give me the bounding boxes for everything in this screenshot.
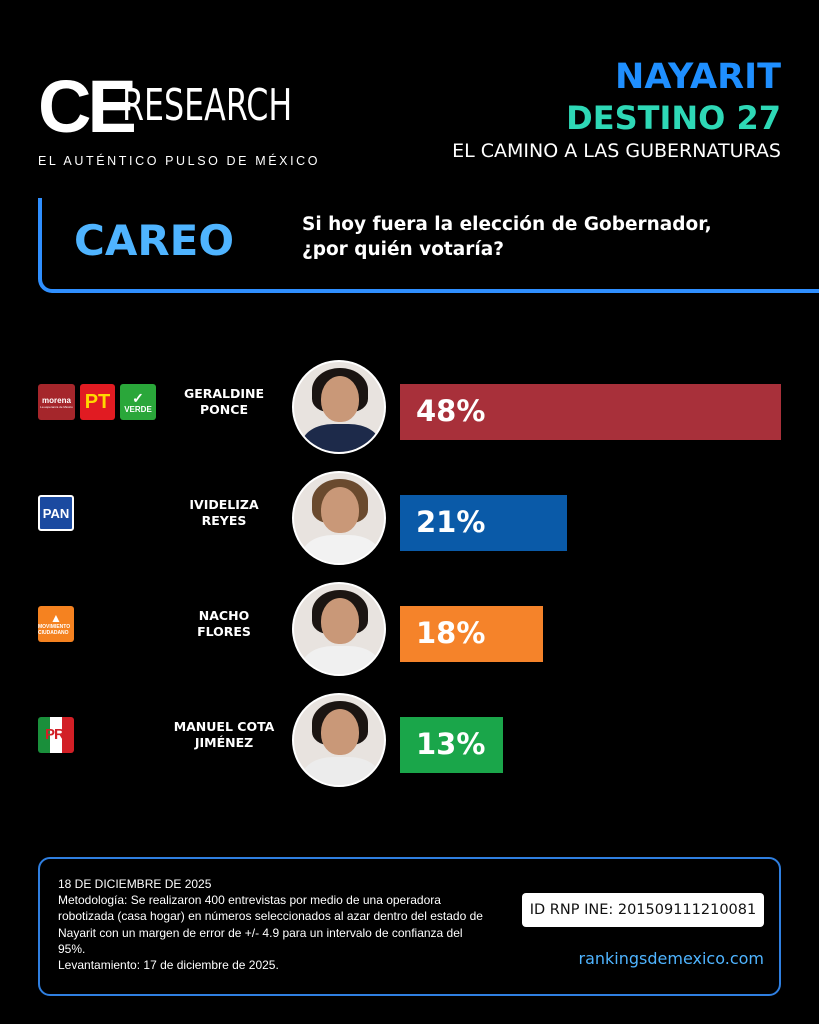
morena-logo-subtext: La esperanza de México: [40, 404, 73, 409]
avatar-body: [302, 424, 380, 452]
avatar-face: [321, 376, 359, 422]
careo-box: CAREO Si hoy fuera la elección de Gobern…: [38, 198, 819, 293]
candidate-name: GERALDINE PONCE: [150, 386, 298, 418]
pt-logo: PT: [80, 384, 115, 420]
candidate-row: morena La esperanza de México PT ✓ VERDE…: [0, 356, 819, 456]
bar-nacho-flores: 18%: [400, 606, 543, 662]
pan-logo: PAN: [38, 495, 74, 531]
bar-manuel-cota-jimenez: 13%: [400, 717, 503, 773]
pan-logo-text: PAN: [42, 505, 70, 521]
avatar-face: [321, 709, 359, 755]
candidate-name-line1: IVIDELIZA: [189, 497, 259, 512]
bar-geraldine-ponce: 48%: [400, 384, 781, 440]
party-logos: PAN: [38, 495, 74, 535]
pri-logo: PRI: [38, 717, 74, 753]
bar-value-label: 18%: [416, 616, 486, 650]
title-state: NAYARIT: [615, 57, 781, 97]
title-subtitle: EL CAMINO A LAS GUBERNATURAS: [452, 140, 781, 162]
pt-logo-text: PT: [84, 390, 111, 413]
candidate-name: IVIDELIZA REYES: [150, 497, 298, 529]
candidate-row: PAN IVIDELIZA REYES 21%: [0, 467, 819, 567]
candidate-name-line1: MANUEL COTA: [173, 719, 275, 734]
candidate-name-line2: FLORES: [197, 624, 251, 639]
logo-ce-text: CE: [38, 65, 137, 148]
poll-methodology: Metodología: Se realizaron 400 entrevist…: [58, 893, 483, 956]
candidate-name: NACHO FLORES: [150, 608, 298, 640]
bar-value-label: 21%: [416, 505, 486, 539]
rnp-id-badge: ID RNP INE: 201509111210081: [522, 893, 764, 927]
candidate-name-line2: PONCE: [200, 402, 248, 417]
verde-logo: ✓ VERDE: [120, 384, 156, 420]
avatar-body: [302, 757, 380, 785]
candidate-photo: [292, 360, 386, 454]
bar-value-label: 48%: [416, 394, 486, 428]
logo-research-text: RESEARCH: [122, 80, 293, 131]
morena-logo: morena La esperanza de México: [38, 384, 75, 420]
avatar-face: [321, 598, 359, 644]
poll-question: Si hoy fuera la elección de Gobernador, …: [302, 214, 712, 260]
brand-logo: CE RESEARCH EL AUTÉNTICO PULSO DE MÉXICO: [38, 70, 318, 170]
party-logos: morena La esperanza de México PT ✓ VERDE: [38, 384, 156, 424]
candidate-row: ▲ MOVIMIENTO CIUDADANO NACHO FLORES 18%: [0, 578, 819, 678]
careo-label: CAREO: [74, 216, 235, 265]
bar-value-label: 13%: [416, 727, 486, 761]
poll-date: 18 DE DICIEMBRE DE 2025: [58, 877, 212, 891]
candidate-photo: [292, 582, 386, 676]
pri-logo-text: PRI: [44, 726, 68, 743]
candidate-name: MANUEL COTA JIMÉNEZ: [150, 719, 298, 751]
title-series: DESTINO 27: [566, 99, 781, 137]
party-logos: PRI: [38, 717, 74, 757]
title-block: NAYARIT DESTINO 27 EL CAMINO A LAS GUBER…: [452, 58, 781, 164]
verde-logo-text: VERDE: [124, 404, 152, 414]
candidate-photo: [292, 471, 386, 565]
candidate-name-line2: JIMÉNEZ: [194, 735, 254, 750]
avatar-body: [302, 535, 380, 563]
avatar-body: [302, 646, 380, 674]
methodology-box: 18 DE DICIEMBRE DE 2025 Metodología: Se …: [38, 857, 781, 996]
party-logos: ▲ MOVIMIENTO CIUDADANO: [38, 606, 74, 646]
morena-logo-text: morena: [42, 395, 71, 405]
candidate-photo: [292, 693, 386, 787]
movimiento-ciudadano-logo: ▲ MOVIMIENTO CIUDADANO: [38, 606, 74, 642]
avatar-face: [321, 487, 359, 533]
bar-ivideliza-reyes: 21%: [400, 495, 567, 551]
poll-fieldwork: Levantamiento: 17 de diciembre de 2025.: [58, 958, 279, 973]
candidate-name-line2: REYES: [201, 513, 247, 528]
methodology-text: 18 DE DICIEMBRE DE 2025 Metodología: Se …: [58, 876, 488, 973]
candidate-row: PRI MANUEL COTA JIMÉNEZ 13%: [0, 689, 819, 789]
website-link[interactable]: rankingsdemexico.com: [578, 949, 765, 968]
candidate-name-line1: NACHO: [198, 608, 250, 623]
candidate-name-line1: GERALDINE: [183, 386, 265, 401]
mc-logo-text: MOVIMIENTO CIUDADANO: [38, 624, 71, 636]
logo-tagline: EL AUTÉNTICO PULSO DE MÉXICO: [38, 154, 321, 168]
